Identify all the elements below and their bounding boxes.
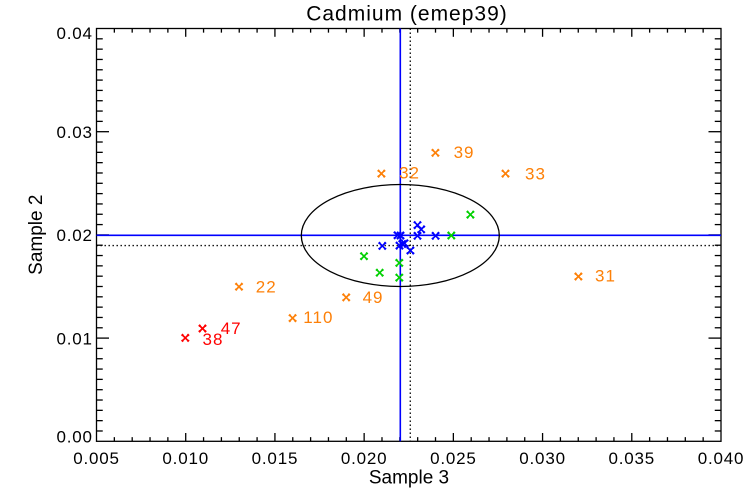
svg-text:47: 47 [221,319,242,338]
svg-text:32: 32 [399,163,420,182]
svg-text:38: 38 [203,330,224,349]
svg-text:Sample 2: Sample 2 [26,195,47,275]
svg-text:0.035: 0.035 [609,449,656,468]
svg-text:22: 22 [256,277,277,296]
svg-text:0.00: 0.00 [57,427,93,446]
svg-text:0.02: 0.02 [57,226,93,245]
svg-text:31: 31 [595,266,616,285]
svg-text:0.010: 0.010 [162,449,209,468]
svg-text:0.01: 0.01 [57,330,93,349]
svg-text:39: 39 [454,143,475,162]
svg-text:Sample 3: Sample 3 [369,467,449,488]
svg-text:0.005: 0.005 [73,449,120,468]
svg-text:0.040: 0.040 [698,449,745,468]
svg-text:0.03: 0.03 [57,123,93,142]
svg-text:110: 110 [303,308,333,327]
svg-text:0.025: 0.025 [430,449,477,468]
svg-text:0.015: 0.015 [252,449,299,468]
svg-text:0.020: 0.020 [341,449,388,468]
svg-text:0.04: 0.04 [57,24,93,43]
svg-text:33: 33 [525,164,546,183]
svg-text:0.030: 0.030 [519,449,566,468]
svg-text:49: 49 [363,288,384,307]
svg-text:Cadmium (emep39): Cadmium (emep39) [306,3,508,26]
